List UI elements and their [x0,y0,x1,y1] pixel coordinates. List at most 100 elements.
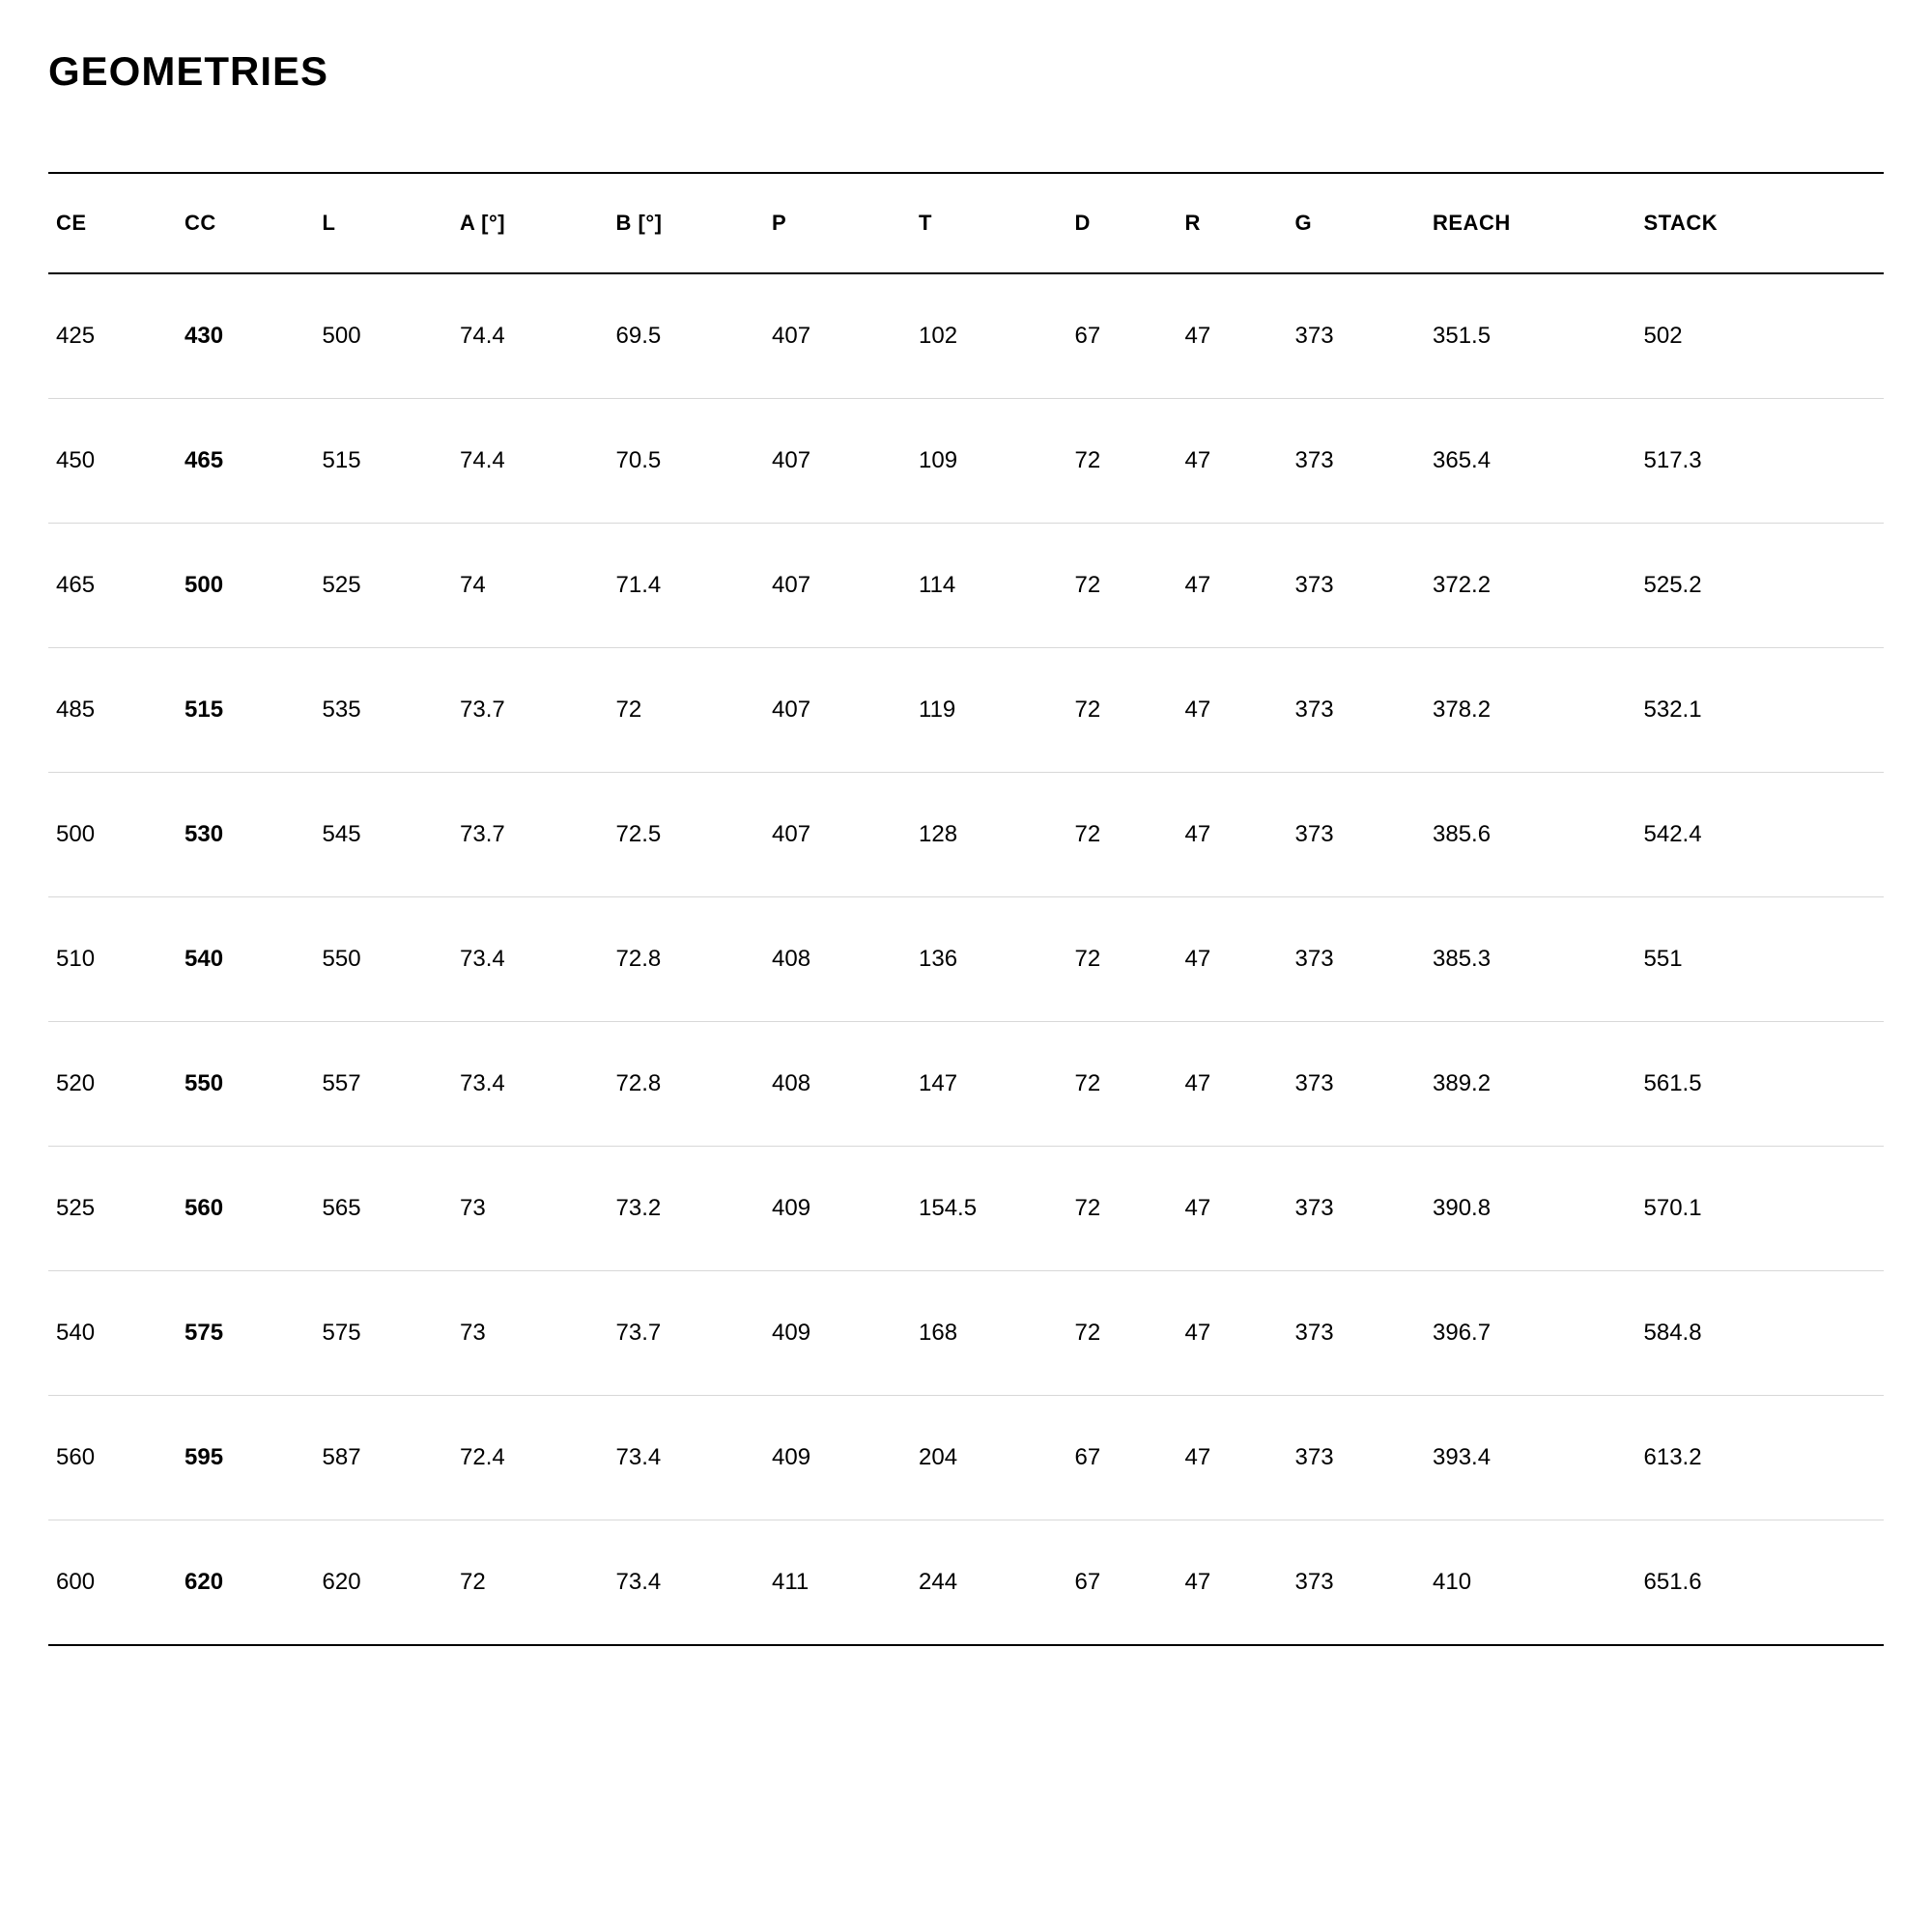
cell-l: 535 [315,648,453,773]
col-header-b: B [°] [609,173,765,273]
cell-a: 73 [452,1147,609,1271]
cell-g: 373 [1288,1520,1426,1646]
cell-p: 407 [764,273,911,399]
cell-reach: 378.2 [1425,648,1636,773]
cell-reach: 365.4 [1425,399,1636,524]
cell-reach: 351.5 [1425,273,1636,399]
cell-g: 373 [1288,524,1426,648]
cell-g: 373 [1288,773,1426,897]
cell-reach: 410 [1425,1520,1636,1646]
geometries-table: CECCLA [°]B [°]PTDRGREACHSTACK 425430500… [48,172,1884,1646]
cell-d: 72 [1067,524,1178,648]
cell-r: 47 [1178,1396,1288,1520]
table-row: 45046551574.470.54071097247373365.4517.3 [48,399,1884,524]
col-header-r: R [1178,173,1288,273]
cell-t: 128 [911,773,1067,897]
cell-a: 73.4 [452,1022,609,1147]
col-header-reach: REACH [1425,173,1636,273]
cell-stack: 613.2 [1636,1396,1885,1520]
cell-b: 73.4 [609,1520,765,1646]
cell-t: 154.5 [911,1147,1067,1271]
col-header-l: L [315,173,453,273]
cell-ce: 520 [48,1022,177,1147]
cell-a: 73 [452,1271,609,1396]
cell-g: 373 [1288,399,1426,524]
table-row: 6006206207273.44112446747373410651.6 [48,1520,1884,1646]
table-row: 42543050074.469.54071026747373351.5502 [48,273,1884,399]
table-body: 42543050074.469.54071026747373351.550245… [48,273,1884,1645]
cell-p: 409 [764,1271,911,1396]
cell-r: 47 [1178,399,1288,524]
cell-cc: 550 [177,1022,315,1147]
cell-cc: 560 [177,1147,315,1271]
cell-p: 407 [764,399,911,524]
cell-r: 47 [1178,773,1288,897]
cell-ce: 510 [48,897,177,1022]
cell-g: 373 [1288,1147,1426,1271]
table-row: 51054055073.472.84081367247373385.3551 [48,897,1884,1022]
cell-cc: 530 [177,773,315,897]
cell-reach: 389.2 [1425,1022,1636,1147]
cell-cc: 620 [177,1520,315,1646]
cell-l: 525 [315,524,453,648]
cell-d: 72 [1067,1147,1178,1271]
table-row: 50053054573.772.54071287247373385.6542.4 [48,773,1884,897]
cell-cc: 430 [177,273,315,399]
cell-t: 204 [911,1396,1067,1520]
cell-b: 71.4 [609,524,765,648]
table-row: 4655005257471.44071147247373372.2525.2 [48,524,1884,648]
cell-reach: 385.6 [1425,773,1636,897]
cell-t: 109 [911,399,1067,524]
cell-b: 72.8 [609,1022,765,1147]
cell-g: 373 [1288,648,1426,773]
cell-t: 168 [911,1271,1067,1396]
cell-r: 47 [1178,648,1288,773]
cell-ce: 425 [48,273,177,399]
cell-cc: 515 [177,648,315,773]
cell-d: 72 [1067,897,1178,1022]
cell-p: 407 [764,773,911,897]
cell-l: 550 [315,897,453,1022]
cell-b: 72 [609,648,765,773]
cell-a: 73.4 [452,897,609,1022]
cell-d: 67 [1067,1520,1178,1646]
cell-ce: 500 [48,773,177,897]
cell-t: 119 [911,648,1067,773]
cell-g: 373 [1288,1022,1426,1147]
cell-reach: 385.3 [1425,897,1636,1022]
cell-b: 73.2 [609,1147,765,1271]
cell-reach: 393.4 [1425,1396,1636,1520]
cell-r: 47 [1178,1022,1288,1147]
cell-l: 620 [315,1520,453,1646]
cell-stack: 502 [1636,273,1885,399]
cell-a: 73.7 [452,648,609,773]
cell-b: 69.5 [609,273,765,399]
table-header: CECCLA [°]B [°]PTDRGREACHSTACK [48,173,1884,273]
cell-stack: 532.1 [1636,648,1885,773]
cell-stack: 525.2 [1636,524,1885,648]
cell-l: 587 [315,1396,453,1520]
cell-ce: 525 [48,1147,177,1271]
cell-d: 72 [1067,773,1178,897]
table-row: 48551553573.7724071197247373378.2532.1 [48,648,1884,773]
col-header-g: G [1288,173,1426,273]
cell-a: 72.4 [452,1396,609,1520]
cell-a: 74 [452,524,609,648]
col-header-d: D [1067,173,1178,273]
cell-stack: 584.8 [1636,1271,1885,1396]
cell-t: 114 [911,524,1067,648]
table-row: 56059558772.473.44092046747373393.4613.2 [48,1396,1884,1520]
cell-r: 47 [1178,1147,1288,1271]
cell-l: 500 [315,273,453,399]
cell-ce: 600 [48,1520,177,1646]
cell-p: 408 [764,1022,911,1147]
col-header-p: P [764,173,911,273]
cell-r: 47 [1178,1520,1288,1646]
cell-b: 72.5 [609,773,765,897]
cell-a: 72 [452,1520,609,1646]
col-header-ce: CE [48,173,177,273]
cell-p: 409 [764,1147,911,1271]
cell-l: 557 [315,1022,453,1147]
table-header-row: CECCLA [°]B [°]PTDRGREACHSTACK [48,173,1884,273]
cell-p: 409 [764,1396,911,1520]
